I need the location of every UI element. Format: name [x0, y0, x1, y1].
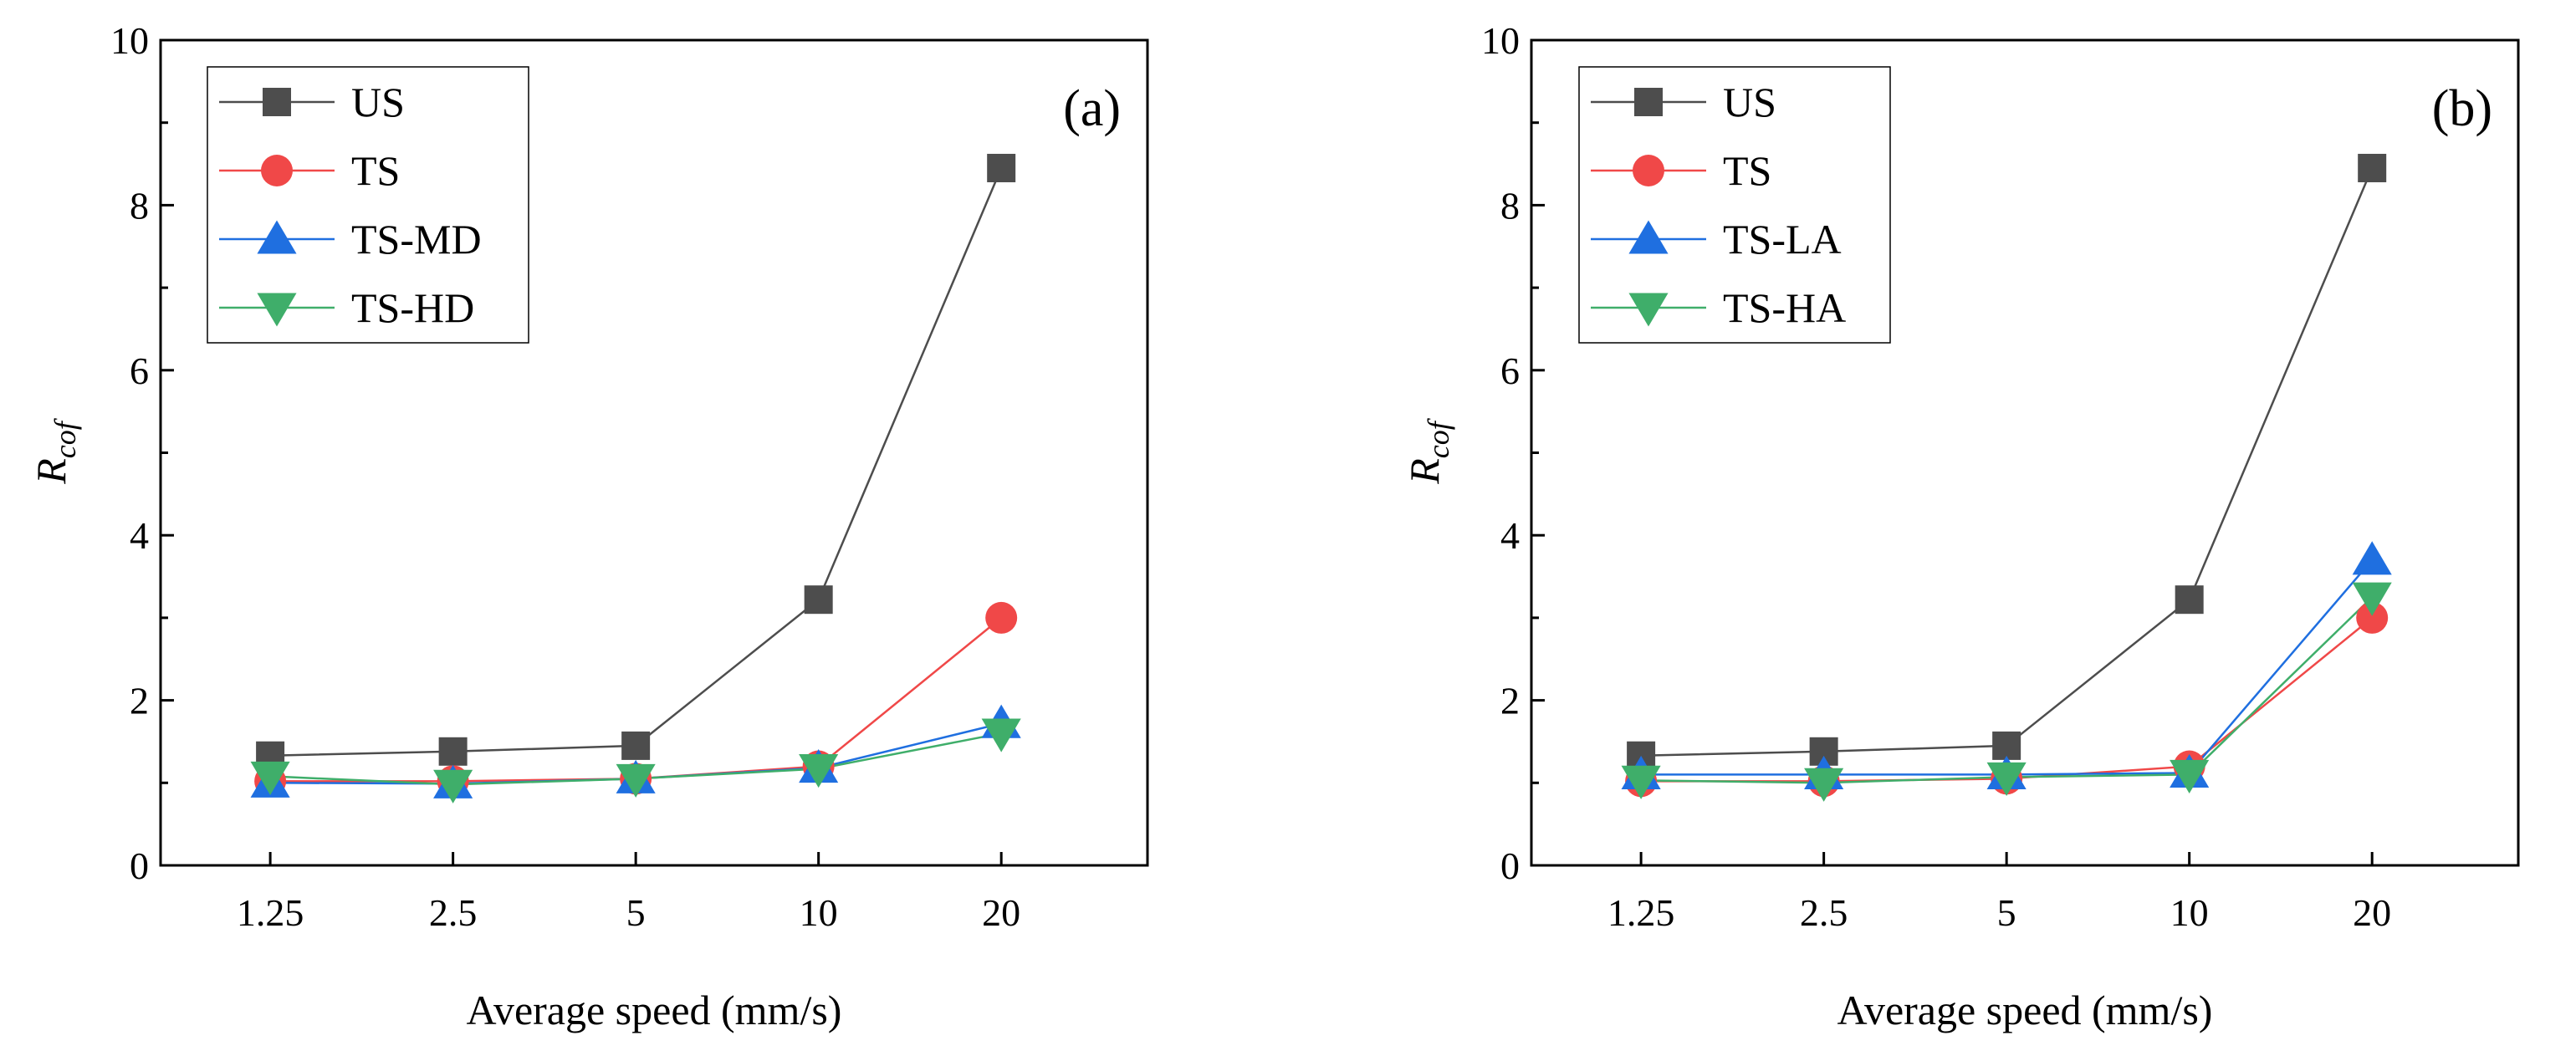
data-point-us — [438, 737, 468, 766]
x-tick-label: 10 — [2170, 891, 2209, 934]
legend-label: TS — [351, 147, 400, 194]
legend: US TS TS-LA TS-HA — [1578, 66, 1891, 344]
panel-label: (a) — [1063, 80, 1121, 137]
y-axis-title: Rcof — [28, 417, 82, 485]
x-tick-label: 1.25 — [237, 891, 304, 934]
y-tick-label: 6 — [1500, 349, 1520, 392]
data-point-ts — [985, 601, 1018, 634]
legend-label: TS-HD — [351, 284, 474, 331]
data-point-us — [987, 153, 1016, 182]
x-tick-label: 5 — [626, 891, 646, 934]
y-axis-title-main: R — [1401, 458, 1448, 485]
data-point-ts-ha — [2352, 582, 2392, 616]
data-point-ts — [2356, 601, 2389, 634]
data-point-us — [804, 585, 833, 615]
legend-label: TS-LA — [1723, 216, 1842, 263]
x-tick-label: 5 — [1997, 891, 2016, 934]
data-point-ts-ha — [2170, 759, 2210, 793]
y-tick-label: 2 — [130, 680, 149, 722]
y-tick-label: 6 — [130, 349, 149, 392]
x-axis-title: Average speed (mm/s) — [467, 987, 842, 1033]
data-point-ts-hd — [616, 763, 656, 798]
y-tick-label: 8 — [130, 184, 149, 227]
legend-label: TS — [1723, 147, 1771, 194]
y-axis-title-subscript: cof — [1422, 417, 1455, 458]
x-tick-label: 10 — [800, 891, 838, 934]
x-tick-label: 2.5 — [429, 891, 478, 934]
x-tick-label: 1.25 — [1607, 891, 1675, 934]
y-tick-label: 2 — [1500, 680, 1520, 722]
x-axis-title: Average speed (mm/s) — [1837, 987, 2213, 1033]
data-point-us — [2175, 585, 2204, 615]
legend-box — [1578, 66, 1891, 344]
legend-marker — [257, 220, 297, 254]
legend-label: US — [1723, 79, 1776, 125]
legend-marker — [1628, 293, 1669, 327]
y-tick-label: 0 — [130, 844, 149, 887]
chart-panel-b: 0 2 4 6 8 10 1.25 2.5 5 10 20 Average speed (mm/s) R… — [1401, 19, 2520, 1033]
legend-label: TS-MD — [351, 216, 482, 263]
chart-panel-a: 0 2 4 6 8 10 1.25 2.5 5 10 20 Average speed (mm/s) R… — [28, 19, 1149, 1033]
data-point-us — [1992, 731, 2021, 760]
legend-marker — [257, 293, 297, 327]
data-point-ts-hd — [799, 753, 839, 788]
legend-marker — [1634, 88, 1663, 116]
y-tick-label: 4 — [130, 514, 149, 557]
data-point-ts-ha — [1986, 762, 2027, 796]
data-point-ts-ha — [1804, 768, 1844, 802]
y-tick-label: 4 — [1500, 514, 1520, 557]
data-point-ts-hd — [250, 761, 290, 795]
legend-label: TS-HA — [1723, 284, 1846, 331]
data-point-us — [2358, 153, 2387, 182]
legend-marker — [1628, 220, 1669, 254]
data-point-us — [621, 731, 651, 760]
y-axis-title-main: R — [28, 458, 74, 485]
x-tick-label: 20 — [2353, 891, 2391, 934]
y-axis-title-subscript: cof — [49, 417, 82, 458]
data-point-ts-hd — [433, 769, 473, 803]
y-tick-label: 10 — [110, 19, 149, 62]
y-axis-title: Rcof — [1401, 417, 1455, 485]
y-tick-label: 10 — [1481, 19, 1520, 62]
legend-marker — [263, 88, 291, 116]
panel-label: (b) — [2432, 80, 2492, 137]
x-tick-label: 2.5 — [1800, 891, 1848, 934]
legend-marker — [1633, 155, 1664, 186]
data-point-ts-la — [2352, 541, 2392, 575]
y-tick-label: 8 — [1500, 184, 1520, 227]
legend-marker — [261, 155, 293, 186]
data-point-ts-hd — [981, 718, 1021, 752]
legend-label: US — [351, 79, 405, 125]
legend: US TS TS-MD TS-HD — [207, 66, 529, 344]
y-tick-label: 0 — [1500, 844, 1520, 887]
x-tick-label: 20 — [982, 891, 1020, 934]
data-point-ts-ha — [1621, 765, 1661, 799]
